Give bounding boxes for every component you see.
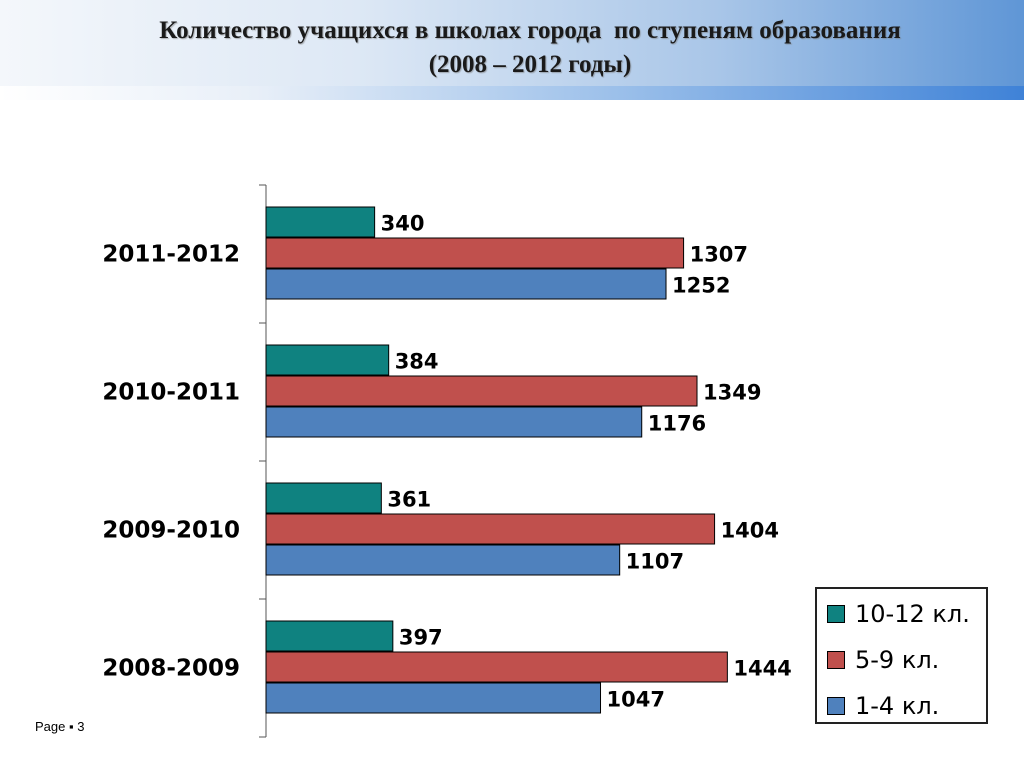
category-label: 2009-2010 [102,518,240,544]
bar [265,206,376,238]
bar [265,237,685,269]
data-label: 1107 [626,550,684,574]
category-label: 2008-2009 [102,656,240,682]
legend-item-5-9: 5-9 кл. [827,645,939,675]
bar [265,513,716,545]
bar [265,482,382,514]
data-label: 1444 [733,657,791,681]
data-label: 384 [395,350,439,374]
bar [265,344,390,376]
data-label: 1307 [690,243,748,267]
bar [265,268,667,300]
legend-label-10-12: 10-12 кл. [855,600,970,628]
legend-swatch-1-4 [827,697,845,715]
legend-label-1-4: 1-4 кл. [855,692,940,720]
bar [265,406,643,438]
header-background [0,0,1024,100]
bar [265,544,621,576]
legend-label-5-9: 5-9 кл. [855,646,940,674]
legend: 10-12 кл. 5-9 кл. 1-4 кл. [815,587,988,724]
bar [265,651,728,683]
data-label: 1176 [648,412,706,436]
legend-item-1-4: 1-4 кл. [827,691,939,721]
bar [265,375,698,407]
data-label: 340 [381,212,425,236]
data-label: 1252 [672,274,730,298]
header-accent-bar [0,86,1024,100]
legend-item-10-12: 10-12 кл. [827,599,970,629]
legend-swatch-5-9 [827,651,845,669]
data-label: 1404 [721,519,779,543]
title-line-2: (2008 – 2012 годы) [428,51,632,78]
data-label: 397 [399,626,443,650]
page-title: Количество учащихся в школах города по с… [0,14,1024,82]
data-label: 1349 [703,381,761,405]
data-label: 1047 [607,688,665,712]
data-label: 361 [387,488,431,512]
bar [265,620,394,652]
title-line-1: Количество учащихся в школах города по с… [159,17,901,44]
category-label: 2011-2012 [102,242,240,268]
page-number: Page ▪ 3 [35,719,85,734]
bar [265,682,602,714]
legend-swatch-10-12 [827,605,845,623]
category-label: 2010-2011 [102,380,240,406]
